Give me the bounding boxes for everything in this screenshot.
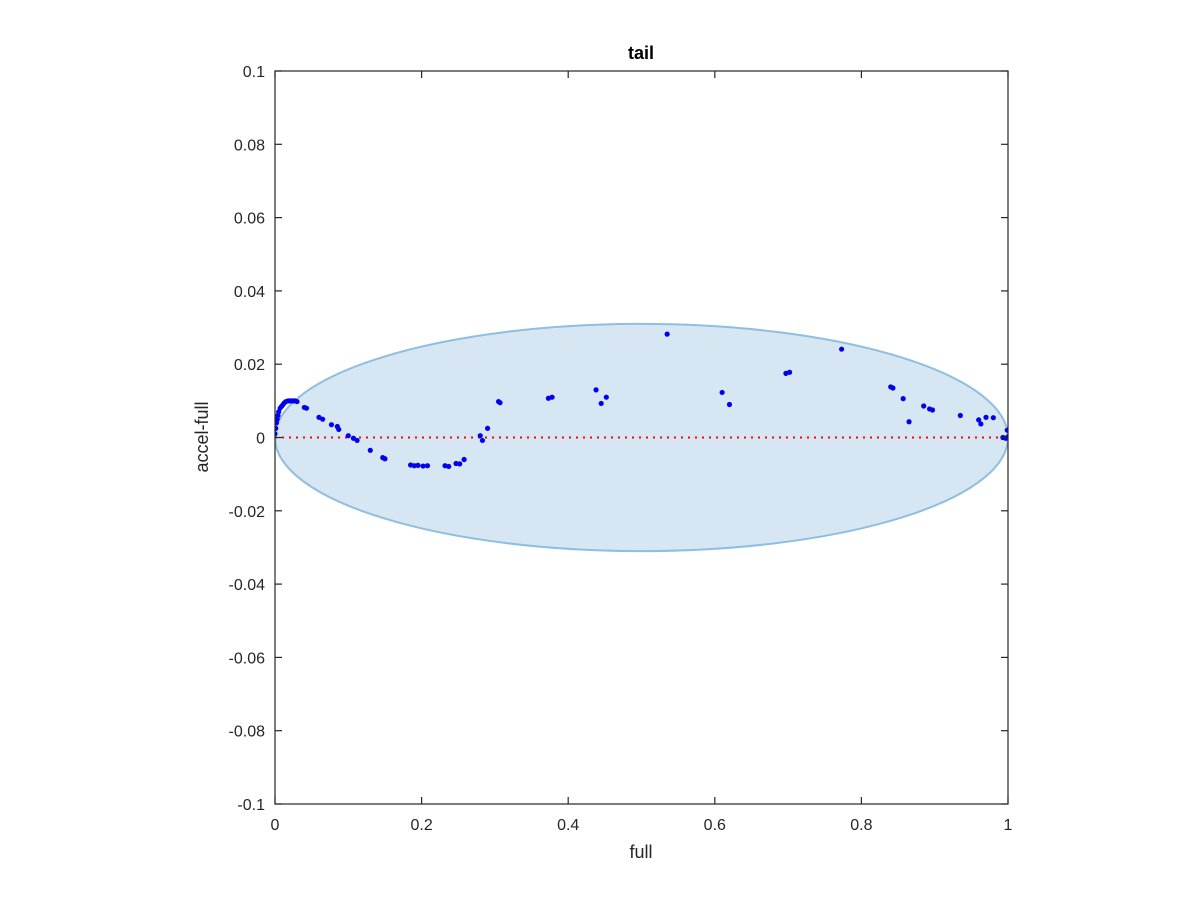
data-point	[336, 426, 342, 433]
data-point	[549, 394, 555, 400]
y-tick-label: 0.02	[234, 357, 265, 374]
data-point	[603, 394, 609, 400]
chart-title: tail	[628, 43, 654, 63]
data-point	[424, 463, 431, 469]
data-point	[593, 387, 599, 393]
data-point	[983, 414, 989, 420]
data-point	[446, 463, 452, 470]
data-point	[275, 431, 278, 437]
data-point	[328, 422, 335, 428]
data-point	[786, 369, 793, 375]
x-tick-label: 0.2	[410, 817, 432, 834]
data-point	[320, 416, 326, 422]
y-tick-label: -0.06	[229, 650, 266, 667]
data-point	[990, 415, 996, 421]
y-tick-label: 0.1	[243, 64, 265, 81]
data-point	[839, 346, 845, 352]
y-tick-label: -0.1	[237, 797, 265, 814]
y-tick-label: -0.04	[229, 577, 266, 594]
y-tick-label: 0.04	[234, 284, 265, 301]
data-point	[921, 403, 927, 409]
plot-content	[275, 322, 1008, 553]
data-point	[382, 456, 388, 462]
confidence-ellipse	[275, 322, 1008, 553]
y-tick-label: 0	[256, 431, 265, 448]
data-point	[303, 405, 310, 411]
data-point	[294, 398, 300, 405]
data-point	[719, 389, 725, 396]
data-point	[477, 433, 483, 439]
data-point	[415, 462, 421, 468]
y-tick-label: -0.02	[229, 504, 266, 521]
data-point	[890, 385, 896, 391]
data-point	[420, 463, 426, 469]
y-axis-label: accel-full	[192, 401, 212, 472]
data-point	[664, 331, 670, 337]
data-point	[906, 419, 912, 425]
data-point	[929, 407, 936, 413]
axes: 0 0.2 0.4 0.6 0.8 1 0.1 0.08 0.06 0.04 0.02 0 -0.02 -…	[229, 64, 1013, 834]
y-tick-label: -0.08	[229, 724, 266, 741]
data-point	[726, 401, 733, 408]
data-point	[598, 400, 604, 407]
x-axis-label: full	[629, 842, 652, 862]
x-tick-label: 0.4	[557, 817, 579, 834]
data-point	[457, 461, 463, 467]
x-tick-label: 1	[1004, 817, 1013, 834]
data-point	[484, 425, 491, 431]
data-point	[354, 437, 360, 444]
data-point	[275, 425, 279, 431]
data-point	[345, 433, 351, 439]
data-point	[976, 417, 982, 423]
y-tick-label: 0.08	[234, 137, 265, 154]
data-point	[957, 412, 963, 419]
data-point	[461, 456, 467, 463]
data-point	[367, 447, 373, 453]
data-point	[900, 396, 906, 402]
data-point	[479, 437, 486, 444]
x-tick-label: 0.6	[704, 817, 726, 834]
x-tick-label: 0.8	[850, 817, 872, 834]
data-point	[978, 421, 984, 427]
data-point	[497, 400, 503, 406]
y-tick-label: 0.06	[234, 211, 265, 228]
data-point	[1004, 427, 1008, 433]
x-tick-label: 0	[271, 817, 280, 834]
